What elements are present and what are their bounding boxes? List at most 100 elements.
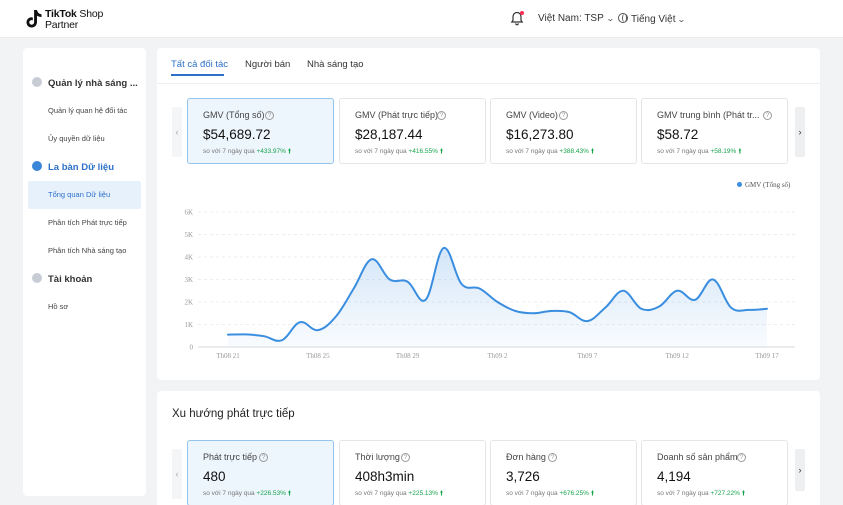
sidebar-group-label: La bàn Dữ liệu <box>48 162 114 173</box>
change-percent: +225.13% <box>408 490 438 497</box>
change-percent: +727.22% <box>710 490 740 497</box>
card-compare: so với 7 ngày qua +433.97% 🠙 <box>203 147 291 158</box>
globe-icon <box>618 13 628 23</box>
chevron-down-icon: ⌄ <box>677 15 687 24</box>
change-percent: +416.55% <box>408 148 438 155</box>
tiktok-shop-partner-logo[interactable]: TikTok Shop Partner <box>26 8 116 32</box>
change-percent: +433.97% <box>256 148 286 155</box>
chart-legend[interactable]: GMV (Tổng số) <box>737 181 790 189</box>
card-compare: so với 7 ngày qua +388.43% 🠙 <box>506 147 594 158</box>
live-duration-card[interactable]: Thời lượng ? 408h3min so với 7 ngày qua … <box>339 440 486 505</box>
sidebar-item-data-overview[interactable]: Tổng quan Dữ liệu <box>28 181 141 209</box>
logo-sub1: Shop <box>79 8 104 20</box>
carousel-prev-button[interactable]: ‹ <box>172 449 182 499</box>
compare-label: so với 7 ngày qua <box>355 490 407 497</box>
card-title: Phát trực tiếp <box>203 452 258 462</box>
sidebar-item-data-authorization[interactable]: Ủy quyền dữ liệu <box>48 134 105 143</box>
arrow-up-icon: 🠙 <box>738 148 742 155</box>
arrow-up-icon: 🠙 <box>590 490 595 497</box>
live-sessions-card[interactable]: Phát trực tiếp ? 480 so với 7 ngày qua +… <box>187 440 334 505</box>
card-value: 408h3min <box>355 469 415 484</box>
card-value: $58.72 <box>657 127 699 142</box>
bell-icon[interactable] <box>510 11 524 26</box>
sidebar-group-label: Tài khoản <box>48 274 93 285</box>
card-value: 3,726 <box>506 469 540 484</box>
logo-sub2: Partner <box>45 18 79 31</box>
legend-label: GMV (Tổng số) <box>745 181 791 189</box>
product-sales-card[interactable]: Doanh số sản phẩm ? 4,194 so với 7 ngày … <box>641 440 788 505</box>
change-percent: +388.43% <box>559 148 589 155</box>
card-title: Thời lượng <box>355 452 400 462</box>
arrow-up-icon: 🠙 <box>741 490 746 497</box>
gmv-video-card[interactable]: GMV (Video) ? $16,273.80 so với 7 ngày q… <box>490 98 637 164</box>
sidebar-item-live-analysis[interactable]: Phân tích Phát trực tiếp <box>48 218 127 227</box>
chevron-down-icon: ⌄ <box>605 14 615 23</box>
change-percent: +676.25% <box>559 490 589 497</box>
language-selector[interactable]: Tiếng Việt ⌄ <box>618 13 687 25</box>
card-compare: so với 7 ngày qua +58.19% 🠙 <box>657 147 742 158</box>
card-value: $16,273.80 <box>506 127 574 142</box>
compare-label: so với 7 ngày qua <box>355 148 407 155</box>
help-icon[interactable]: ? <box>559 111 568 120</box>
help-icon[interactable]: ? <box>737 453 746 462</box>
help-icon[interactable]: ? <box>437 111 446 120</box>
change-percent: +58.19% <box>710 148 737 155</box>
sidebar-item-creator-analysis[interactable]: Phân tích Nhà sáng tạo <box>48 246 127 255</box>
help-icon[interactable]: ? <box>259 453 268 462</box>
card-compare: so với 7 ngày qua +676.25% 🠙 <box>506 489 594 500</box>
tab-sellers[interactable]: Người bán <box>245 59 291 70</box>
top-bar: TikTok Shop Partner Việt Nam: TSP ⌄ Tiếng… <box>0 0 843 38</box>
card-title: GMV (Tổng số) <box>203 110 265 120</box>
card-compare: so với 7 ngày qua +727.22% 🠙 <box>657 489 745 500</box>
arrow-up-icon: 🠙 <box>287 490 292 497</box>
compare-label: so với 7 ngày qua <box>506 490 558 497</box>
help-icon[interactable]: ? <box>763 111 772 120</box>
sidebar-item-partner-relations[interactable]: Quản lý quan hệ đối tác <box>48 106 128 115</box>
help-icon[interactable]: ? <box>401 453 410 462</box>
tab-creators[interactable]: Nhà sáng tạo <box>307 59 364 70</box>
sidebar-group-label: Quản lý nhà sáng ... <box>48 78 138 89</box>
sidebar-group-data-compass[interactable]: La bàn Dữ liệu <box>32 161 114 173</box>
logo-main: TikTok <box>45 8 77 20</box>
sidebar-group-account[interactable]: Tài khoản <box>32 273 92 285</box>
card-value: 4,194 <box>657 469 691 484</box>
sidebar-group-creator-management[interactable]: Quản lý nhà sáng ... <box>32 77 138 89</box>
arrow-up-icon: 🠙 <box>439 490 444 497</box>
carousel-prev-button[interactable]: ‹ <box>172 107 182 157</box>
section-title: Xu hướng phát trực tiếp <box>172 408 295 420</box>
card-title: GMV (Phát trực tiếp) <box>355 110 439 120</box>
help-icon[interactable]: ? <box>548 453 557 462</box>
notification-dot <box>520 11 524 15</box>
arrow-up-icon: 🠙 <box>287 148 292 155</box>
compare-label: so với 7 ngày qua <box>657 490 709 497</box>
language-label: Tiếng Việt <box>631 14 676 25</box>
help-icon[interactable]: ? <box>265 111 274 120</box>
legend-dot <box>737 182 742 187</box>
gmv-average-card[interactable]: GMV trung bình (Phát tr... ? $58.72 so v… <box>641 98 788 164</box>
region-selector[interactable]: Việt Nam: TSP ⌄ <box>538 13 615 24</box>
compare-label: so với 7 ngày qua <box>657 148 709 155</box>
card-title: GMV (Video) <box>506 110 558 120</box>
compass-icon <box>32 161 42 171</box>
logo-text: TikTok Shop Partner <box>45 9 103 30</box>
card-title: GMV trung bình (Phát tr... <box>657 110 760 120</box>
card-compare: so với 7 ngày qua +225.13% 🠙 <box>355 489 443 500</box>
card-title: Doanh số sản phẩm <box>657 452 738 462</box>
tab-all-partners[interactable]: Tất cả đối tác <box>171 59 229 70</box>
sidebar-item-profile[interactable]: Hồ sơ <box>48 302 69 311</box>
tiktok-logo-icon <box>26 10 42 28</box>
orders-card[interactable]: Đơn hàng ? 3,726 so với 7 ngày qua +676.… <box>490 440 637 505</box>
carousel-next-button[interactable]: › <box>795 107 805 157</box>
carousel-next-button[interactable]: › <box>795 449 805 491</box>
gmv-total-card[interactable]: GMV (Tổng số) ? $54,689.72 so với 7 ngày… <box>187 98 334 164</box>
account-icon <box>32 273 42 283</box>
card-value: $28,187.44 <box>355 127 423 142</box>
compare-label: so với 7 ngày qua <box>203 490 255 497</box>
card-value: 480 <box>203 469 226 484</box>
gmv-live-card[interactable]: GMV (Phát trực tiếp) ? $28,187.44 so với… <box>339 98 486 164</box>
card-title: Đơn hàng <box>506 452 546 462</box>
users-icon <box>32 77 42 87</box>
arrow-up-icon: 🠙 <box>439 148 444 155</box>
active-tab-indicator <box>171 74 224 76</box>
compare-label: so với 7 ngày qua <box>203 148 255 155</box>
